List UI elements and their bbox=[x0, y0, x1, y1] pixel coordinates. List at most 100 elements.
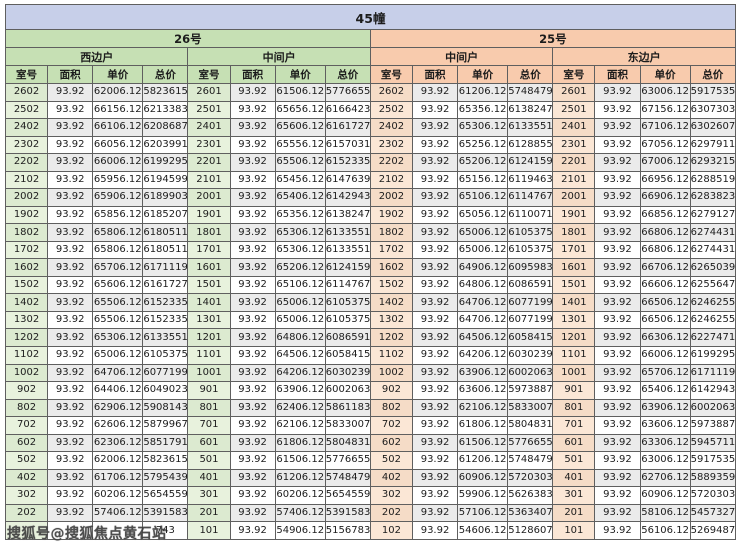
room-cell: 2601 bbox=[552, 83, 596, 102]
total-price-cell: 5654559 bbox=[142, 486, 189, 505]
total-price-cell: 6124159 bbox=[324, 258, 371, 277]
area-cell: 93.92 bbox=[411, 398, 459, 418]
unit-price-cell: 65206.12 bbox=[457, 153, 509, 172]
table-row: 802 93.92 62906.12 5908143 801 93.92 62406.12 5… bbox=[4, 398, 737, 418]
room-cell: 2101 bbox=[552, 170, 596, 190]
total-price-cell: 5804831 bbox=[507, 416, 554, 435]
total-price-column-header: 总价 bbox=[142, 65, 189, 84]
room-cell: 602 bbox=[4, 433, 49, 453]
area-cell: 93.92 bbox=[47, 451, 94, 470]
total-price-cell: 5833007 bbox=[507, 398, 554, 418]
area-cell: 93.92 bbox=[229, 328, 276, 347]
area-cell: 93.92 bbox=[229, 398, 276, 418]
room-cell: 2301 bbox=[552, 135, 596, 155]
unit-type-row: 西边户 中间户 中间户 东边户 bbox=[4, 47, 736, 66]
unit-price-cell: 66006.12 bbox=[639, 345, 691, 365]
unit-price-cell: 65006.12 bbox=[92, 345, 144, 365]
unit-price-cell: 61806.12 bbox=[274, 433, 326, 453]
area-cell: 93.92 bbox=[229, 83, 276, 102]
table-head: 45幢 26号 25号 西边户 中间户 中间户 东边户 室号 面积 单价 总价 室号 面积 单价 总价 室号面… bbox=[4, 4, 737, 84]
area-cell: 93.92 bbox=[594, 468, 641, 488]
room-cell: 1901 bbox=[552, 205, 596, 225]
unit-price-cell: 62706.12 bbox=[639, 468, 691, 488]
area-cell: 93.92 bbox=[229, 363, 276, 383]
room-cell: 702 bbox=[4, 416, 49, 435]
area-cell: 93.92 bbox=[229, 521, 276, 540]
total-price-cell: 5908143 bbox=[142, 398, 189, 418]
total-price-cell: 6114767 bbox=[324, 275, 371, 295]
unit-price-column-header: 单价 bbox=[639, 65, 691, 84]
room-cell: 1401 bbox=[552, 293, 596, 312]
unit-price-cell: 65406.12 bbox=[639, 381, 691, 400]
unit-price-cell: 65606.12 bbox=[274, 118, 326, 137]
room-cell: 2001 bbox=[552, 188, 596, 207]
area-cell: 93.92 bbox=[229, 503, 276, 523]
room-cell: 302 bbox=[369, 486, 413, 505]
total-price-cell: 5917535 bbox=[689, 83, 737, 102]
room-cell: 1602 bbox=[4, 258, 49, 277]
unit-price-cell: 67006.12 bbox=[639, 153, 691, 172]
area-cell: 93.92 bbox=[411, 293, 459, 312]
total-price-cell: 6293215 bbox=[689, 153, 737, 172]
area-cell: 93.92 bbox=[47, 328, 94, 347]
total-price-cell: 6119463 bbox=[507, 170, 554, 190]
room-cell: 402 bbox=[4, 468, 49, 488]
area-cell: 93.92 bbox=[47, 223, 94, 242]
total-price-cell: 6142943 bbox=[689, 381, 737, 400]
area-cell: 93.92 bbox=[229, 118, 276, 137]
area-cell: 93.92 bbox=[594, 521, 641, 540]
area-cell: 93.92 bbox=[47, 310, 94, 330]
area-cell: 93.92 bbox=[594, 503, 641, 523]
total-price-cell: 6297911 bbox=[689, 135, 737, 155]
area-cell: 93.92 bbox=[411, 118, 459, 137]
room-cell: 1501 bbox=[187, 275, 231, 295]
room-cell: 1402 bbox=[369, 293, 413, 312]
table-row: 502 93.92 62006.12 5823615 501 93.92 61506.12 5… bbox=[4, 451, 737, 470]
title-row: 45幢 bbox=[5, 4, 736, 30]
room-cell: 2302 bbox=[4, 135, 49, 155]
unit-price-cell: 67106.12 bbox=[639, 118, 691, 137]
area-cell: 93.92 bbox=[229, 468, 276, 488]
total-price-cell: 6077199 bbox=[507, 293, 554, 312]
room-cell: 1601 bbox=[187, 258, 231, 277]
table-row: 1902 93.92 65856.12 6185207 1901 93.92 65356.1… bbox=[4, 205, 737, 225]
table-row: 1602 93.92 65706.12 6171119 1601 93.92 65206.1… bbox=[4, 258, 737, 277]
area-cell: 93.92 bbox=[229, 135, 276, 155]
unit-price-cell: 67056.12 bbox=[639, 135, 691, 155]
unit-price-cell: 66056.12 bbox=[92, 135, 144, 155]
unit-price-cell: 63306.12 bbox=[639, 433, 691, 453]
unit-price-cell: 65456.12 bbox=[274, 170, 326, 190]
total-price-cell: 6171119 bbox=[142, 258, 189, 277]
room-cell: 102 bbox=[369, 521, 413, 540]
room-cell: 1102 bbox=[369, 345, 413, 365]
area-cell: 93.92 bbox=[411, 345, 459, 365]
total-price-cell: 6180511 bbox=[142, 240, 189, 260]
total-price-cell: 6161727 bbox=[142, 275, 189, 295]
area-cell: 93.92 bbox=[47, 135, 94, 155]
room-cell: 1201 bbox=[187, 328, 231, 347]
area-cell: 93.92 bbox=[47, 468, 94, 488]
room-cell: 2202 bbox=[4, 153, 49, 172]
unit-price-cell: 62106.12 bbox=[457, 398, 509, 418]
area-cell: 93.92 bbox=[594, 486, 641, 505]
unit-price-cell: 64706.12 bbox=[457, 310, 509, 330]
area-cell: 93.92 bbox=[229, 153, 276, 172]
room-cell: 1801 bbox=[552, 223, 596, 242]
area-cell: 93.92 bbox=[411, 310, 459, 330]
room-cell: 2501 bbox=[552, 100, 596, 120]
unit-price-cell: 66856.12 bbox=[639, 205, 691, 225]
unit-price-cell: 65506.12 bbox=[92, 293, 144, 312]
total-price-cell: 5973887 bbox=[507, 381, 554, 400]
unit-price-cell: 58106.12 bbox=[639, 503, 691, 523]
unit-price-cell: 62006.12 bbox=[92, 451, 144, 470]
total-price-cell: 6105375 bbox=[324, 310, 371, 330]
total-price-cell: 5823615 bbox=[142, 83, 189, 102]
unit-price-cell: 65806.12 bbox=[92, 223, 144, 242]
unit-price-cell: 54906.12 bbox=[274, 521, 326, 540]
unit-price-cell: 60206.12 bbox=[92, 486, 144, 505]
room-cell: 1902 bbox=[369, 205, 413, 225]
table-row: 1102 93.92 65006.12 6105375 1101 93.92 64506.1… bbox=[4, 345, 737, 365]
room-cell: 202 bbox=[369, 503, 413, 523]
total-price-cell: 5917535 bbox=[689, 451, 737, 470]
room-cell: 1601 bbox=[552, 258, 596, 277]
